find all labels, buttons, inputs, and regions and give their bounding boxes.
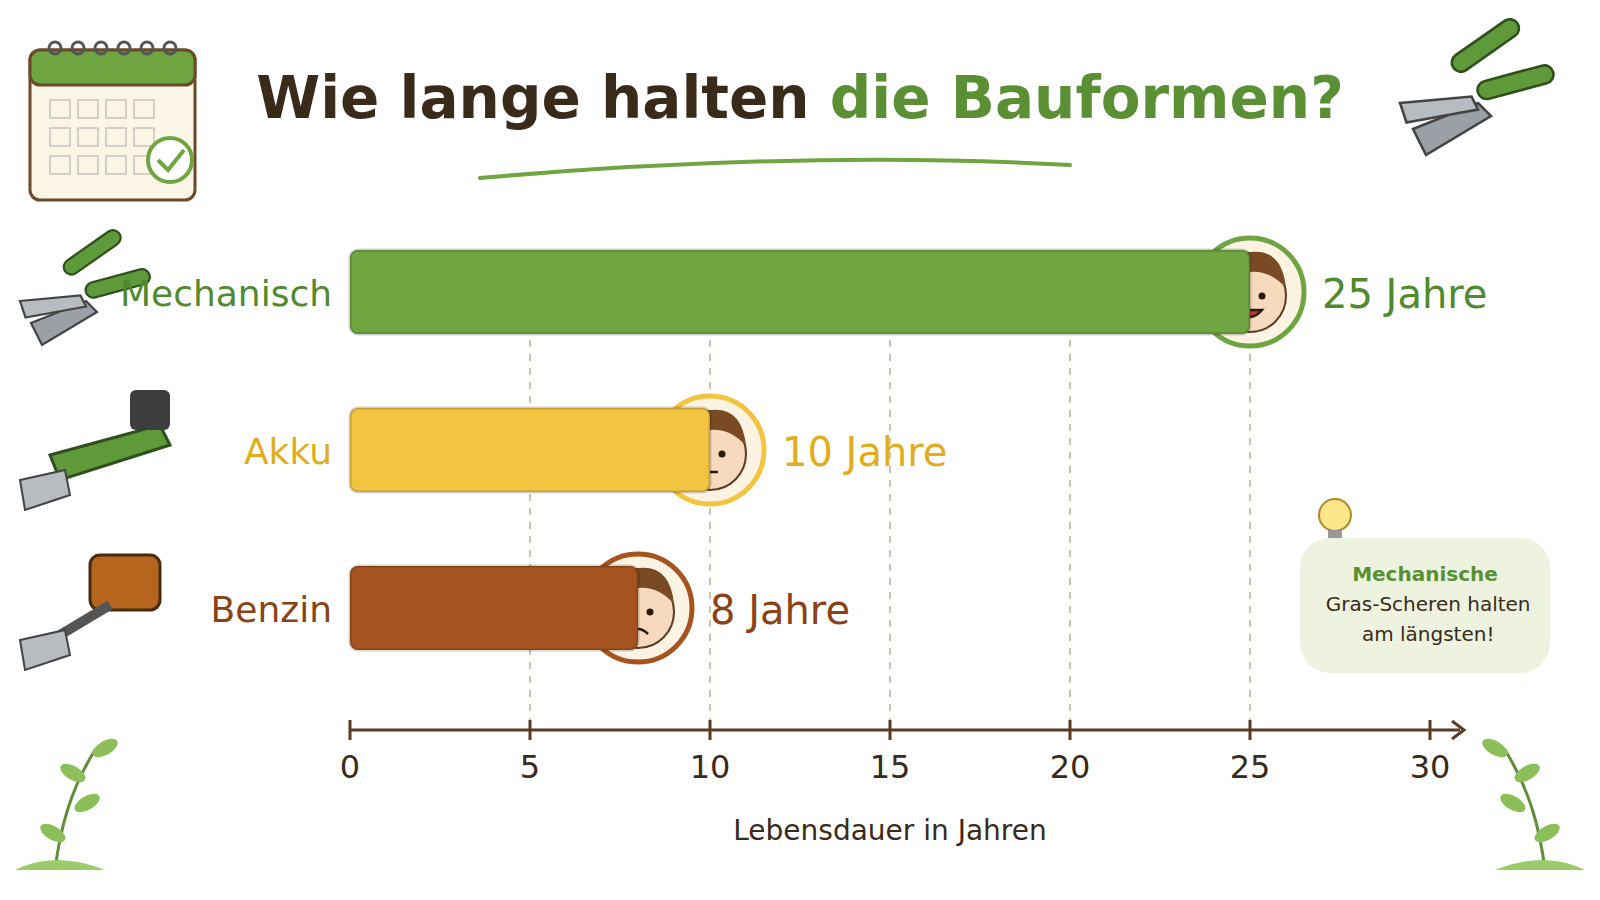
title-word: die (810, 64, 931, 132)
title-word: lange (379, 64, 580, 132)
handle (1448, 16, 1522, 76)
x-tick (1249, 720, 1252, 740)
title-word: Bauformen? (931, 64, 1344, 132)
annotation-line: Gras-Scheren halten (1319, 592, 1530, 616)
title: Wie lange halten die Bauformen? (256, 64, 1344, 132)
calendar-cell (134, 128, 154, 146)
category-label: Akku (244, 431, 332, 472)
handle (61, 227, 124, 277)
grass (15, 860, 105, 870)
category-label: Benzin (211, 589, 332, 630)
shears-icon (1400, 16, 1556, 155)
calendar-ring (72, 42, 84, 54)
leaf (72, 790, 103, 816)
benzin-shaft (60, 605, 110, 635)
bar (350, 408, 710, 492)
akku-body (50, 425, 170, 480)
leaf (1532, 820, 1563, 846)
leaf (1512, 760, 1543, 786)
x-tick (1429, 720, 1432, 740)
calendar-cell (78, 128, 98, 146)
calendar-cell (50, 156, 70, 174)
handle (1475, 63, 1555, 101)
face-eye (1259, 293, 1266, 300)
face-eye (647, 609, 654, 616)
calendar-cell (78, 100, 98, 118)
bar (350, 566, 638, 650)
calendar-cell (134, 100, 154, 118)
calendar-cell (106, 156, 126, 174)
annotation-line: am längsten! (1356, 622, 1495, 646)
grid-line (529, 340, 531, 730)
grid-line (1249, 340, 1251, 730)
bulb (1319, 499, 1351, 531)
chart: Wie lange halten die Bauformen? 0 5 10 15 20 2… (0, 0, 1600, 900)
x-tick-label: 20 (1050, 748, 1091, 786)
x-tick-label: 25 (1230, 748, 1271, 786)
row-icon (20, 555, 160, 670)
calendar-check (148, 138, 192, 182)
x-tick-label: 10 (690, 748, 731, 786)
x-axis (350, 729, 1460, 732)
calendar-cell (50, 100, 70, 118)
benzin-blade (20, 630, 70, 670)
data-label: 10 Jahre (782, 429, 947, 475)
data-label: 25 Jahre (1322, 271, 1487, 317)
akku-blade (20, 470, 70, 510)
calendar-ring (141, 42, 153, 54)
plant (15, 735, 121, 870)
akku-grip (130, 390, 170, 430)
title-word: Wie (256, 64, 379, 132)
calendar-ring (49, 42, 61, 54)
annotation-box (1300, 538, 1550, 673)
annotation-line: Mechanische (1352, 562, 1498, 586)
grid-line (889, 340, 891, 730)
leaf (1479, 735, 1510, 761)
title-word: halten (581, 64, 810, 132)
leaf (1497, 790, 1528, 816)
face-eye (719, 451, 726, 458)
calendar-cell (50, 128, 70, 146)
leaf (37, 820, 68, 846)
x-tick-label: 30 (1410, 748, 1451, 786)
calendar-check-mark (158, 150, 184, 170)
plant (1479, 735, 1585, 870)
x-tick (709, 720, 712, 740)
leaf (57, 760, 88, 786)
calendar-ring (164, 42, 176, 54)
x-tick (1069, 720, 1072, 740)
x-tick (349, 720, 352, 740)
x-tick-label: 5 (520, 748, 540, 786)
calendar-ring (118, 42, 130, 54)
category-label: Mechanisch (120, 273, 332, 314)
x-tick-label: 0 (340, 748, 360, 786)
calendar-body (30, 50, 195, 200)
calendar-ring (95, 42, 107, 54)
calendar-icon (30, 42, 195, 200)
benzin-engine (90, 555, 160, 610)
leaf (90, 735, 121, 761)
annotation-text: Mechanische Gras-Scheren halten am längs… (1319, 562, 1530, 646)
calendar-cell (106, 128, 126, 146)
grass (1495, 860, 1585, 870)
calendar-cell (106, 100, 126, 118)
x-axis-title: Lebensdauer in Jahren (733, 814, 1046, 847)
x-tick (889, 720, 892, 740)
bulb-icon (1319, 499, 1351, 540)
x-tick (529, 720, 532, 740)
title-underline (480, 160, 1070, 178)
calendar-cell (78, 156, 98, 174)
annotation: Mechanische Gras-Scheren halten am längs… (1300, 499, 1550, 673)
row-icon (20, 390, 170, 510)
blade (1400, 97, 1478, 123)
data-label: 8 Jahre (710, 587, 850, 633)
blade (20, 296, 86, 318)
grid-line (1069, 340, 1071, 730)
bar (350, 250, 1250, 334)
x-tick-label: 15 (870, 748, 911, 786)
x-axis-arrow (1452, 721, 1464, 739)
